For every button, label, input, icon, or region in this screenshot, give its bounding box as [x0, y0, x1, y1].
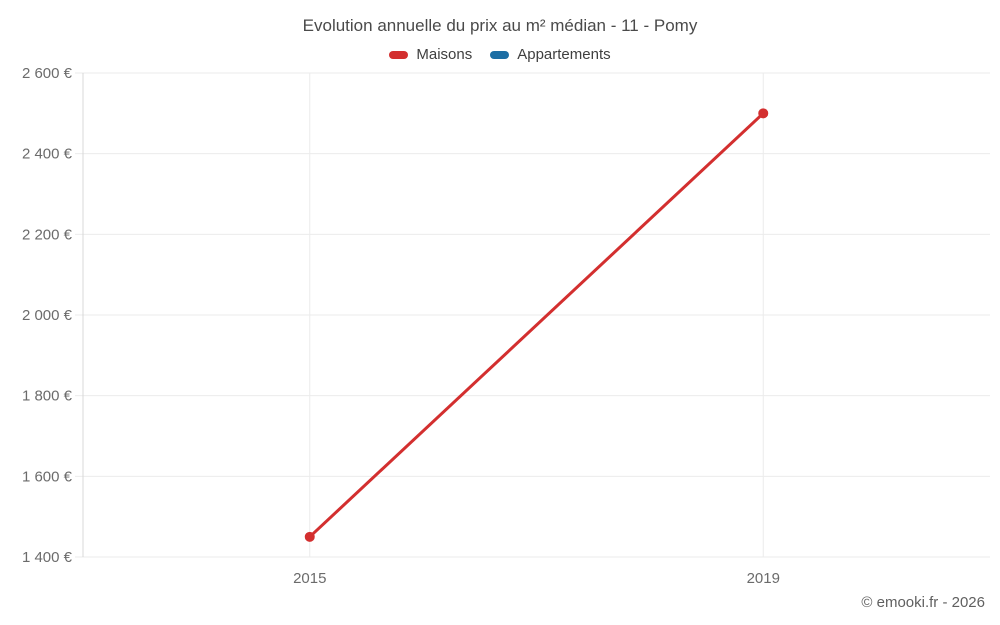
legend-item-appartements[interactable]: Appartements — [490, 46, 611, 63]
maisons-swatch-icon — [389, 50, 409, 59]
copyright-credit: © emooki.fr - 2026 — [861, 594, 985, 611]
y-tick-label: 2 400 € — [22, 146, 73, 163]
y-tick-label: 1 600 € — [22, 468, 73, 485]
y-tick-label: 2 600 € — [22, 65, 73, 82]
legend-label-maisons: Maisons — [416, 46, 473, 63]
legend-item-maisons[interactable]: Maisons — [389, 46, 472, 63]
y-tick-label: 2 200 € — [22, 226, 73, 243]
legend-label-appartements: Appartements — [517, 46, 611, 63]
x-tick-label: 2015 — [293, 570, 326, 587]
y-tick-label: 1 400 € — [22, 549, 73, 566]
y-tick-label: 1 800 € — [22, 388, 73, 405]
chart-title: Evolution annuelle du prix au m² médian … — [302, 16, 698, 35]
appartements-swatch-icon — [490, 50, 510, 59]
data-point-maisons-2019[interactable] — [758, 108, 769, 119]
series-line-maisons — [308, 112, 765, 538]
chart-legend: Maisons Appartements — [0, 46, 1000, 63]
x-tick-label: 2019 — [747, 570, 780, 587]
data-point-maisons-2015[interactable] — [304, 531, 315, 542]
y-tick-label: 2 000 € — [22, 307, 73, 324]
